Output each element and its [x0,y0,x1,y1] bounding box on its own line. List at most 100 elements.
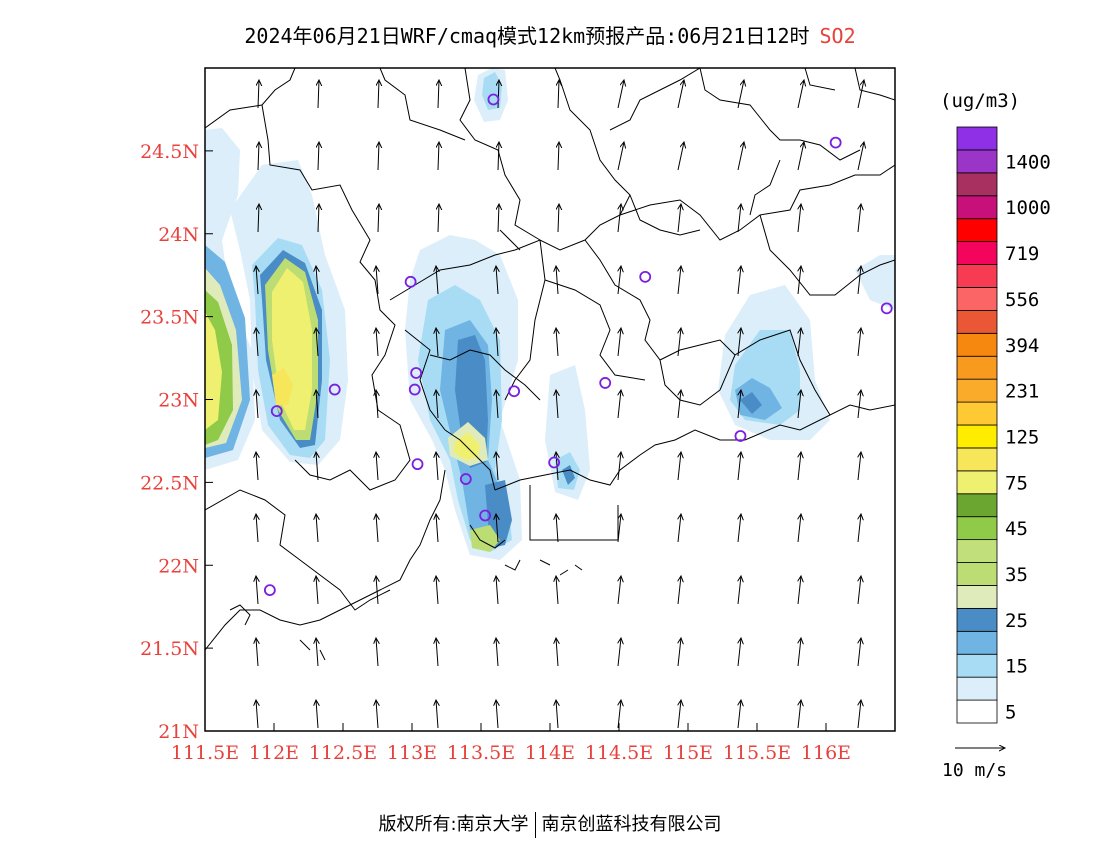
color-legend: 5 15 25 35 45 75 125 231 394 556 719 1000 1400 [956,126,1051,724]
lat-tick-label: 21.5N [140,638,199,660]
wind-vector [556,514,558,543]
wind-vector [618,514,621,543]
legend-swatch [956,699,998,724]
wind-vector [618,328,621,357]
legend-swatch [956,516,998,541]
wind-vector [496,514,498,543]
wind-vector [678,452,681,481]
wind-vector [256,452,258,481]
wind-vector [738,700,741,729]
lat-tick-label: 21N [158,721,199,743]
lon-tick-label: 113.5E [447,742,515,764]
wind-vector [496,700,498,729]
wind-vector [558,80,559,109]
station-marker [599,377,612,389]
wind-vector [618,390,621,419]
wind-vector [556,576,558,605]
wind-vector [498,204,499,233]
legend-unit: (ug/m3) [940,90,1021,112]
copyright-right: 南京创蓝科技有限公司 [541,814,722,835]
legend-swatch [956,378,998,403]
legend-swatch [956,241,998,265]
wind-vector [316,638,318,667]
wind-vector [737,142,744,171]
wind-vector [798,452,801,481]
wind-vector [438,80,439,109]
wind-vector [677,80,684,109]
wind-vector [797,80,804,109]
legend-swatch [956,332,998,357]
station-marker [263,584,276,597]
wind-vector [678,390,681,419]
station-marker [548,456,561,469]
legend-swatch [956,149,998,174]
wind-vector [678,266,681,295]
station-marker [880,302,893,315]
station-marker [639,270,652,283]
wind-vector [498,142,499,171]
wind-vector [858,638,861,667]
wind-vector [436,390,438,419]
legend-swatch [956,172,998,197]
legend-label: 231 [1005,381,1039,403]
wind-vector [258,142,259,171]
wind-vector [798,576,801,605]
axes: 111.5E 112E 112.5E 113E 113.5E 114E 114.5E 115E… [140,141,851,764]
wind-vector [438,142,439,171]
wind-vector [318,204,319,233]
wind-vector [316,266,318,295]
admin-boundaries [205,68,895,661]
wind-vector [496,576,498,605]
wind-vector [436,576,438,605]
wind-vector [376,576,378,605]
station-marker [411,458,424,471]
legend-swatch [956,653,998,678]
wind-vector [436,452,438,481]
station-marker [508,385,521,398]
wind-vector [256,390,258,419]
wind-vector [316,328,318,357]
wind-vector [498,80,499,109]
legend-swatch [956,195,998,220]
wind-vector [737,80,744,109]
wind-vector [678,576,681,605]
wind-vector [618,266,621,295]
lat-tick-label: 22.5N [140,472,199,494]
wind-vector [256,638,258,667]
legend-swatch [956,355,998,380]
wind-vector [438,204,439,233]
wind-vector [496,266,498,295]
plume-northeast [855,255,895,310]
plume-delta [405,235,522,560]
legend-swatch [956,424,998,449]
legend-swatch [956,676,998,701]
station-marker [408,383,421,396]
wind-vector [738,514,741,543]
wind-vector [858,576,861,605]
plume-112e [230,160,348,465]
legend-label: 25 [1005,610,1028,632]
wind-vector [496,390,498,419]
wind-vector [556,328,558,357]
copyright-left: 版权所有:南京大学 [378,814,529,835]
wind-vector [738,266,741,295]
wind-vector [858,390,861,419]
wind-vector [256,266,258,295]
wind-vector [256,514,258,543]
wind-vector [858,514,861,543]
wind-vector [678,638,681,667]
wind-vector [797,142,804,171]
wind-vector [376,328,378,357]
wind-vector [318,142,319,171]
lat-tick-label: 22N [158,555,199,577]
legend-label: 15 [1005,656,1028,678]
wind-vector [256,576,258,605]
lat-tick-label: 23N [158,390,199,412]
wind-reference-label: 10 m/s [942,760,1008,781]
legend-label: 125 [1005,426,1039,448]
legend-label: 1000 [1005,197,1051,219]
wind-vector [857,142,864,171]
lat-tick-label: 23.5N [140,307,199,329]
legend-swatch [956,585,998,609]
wind-vector [618,576,621,605]
